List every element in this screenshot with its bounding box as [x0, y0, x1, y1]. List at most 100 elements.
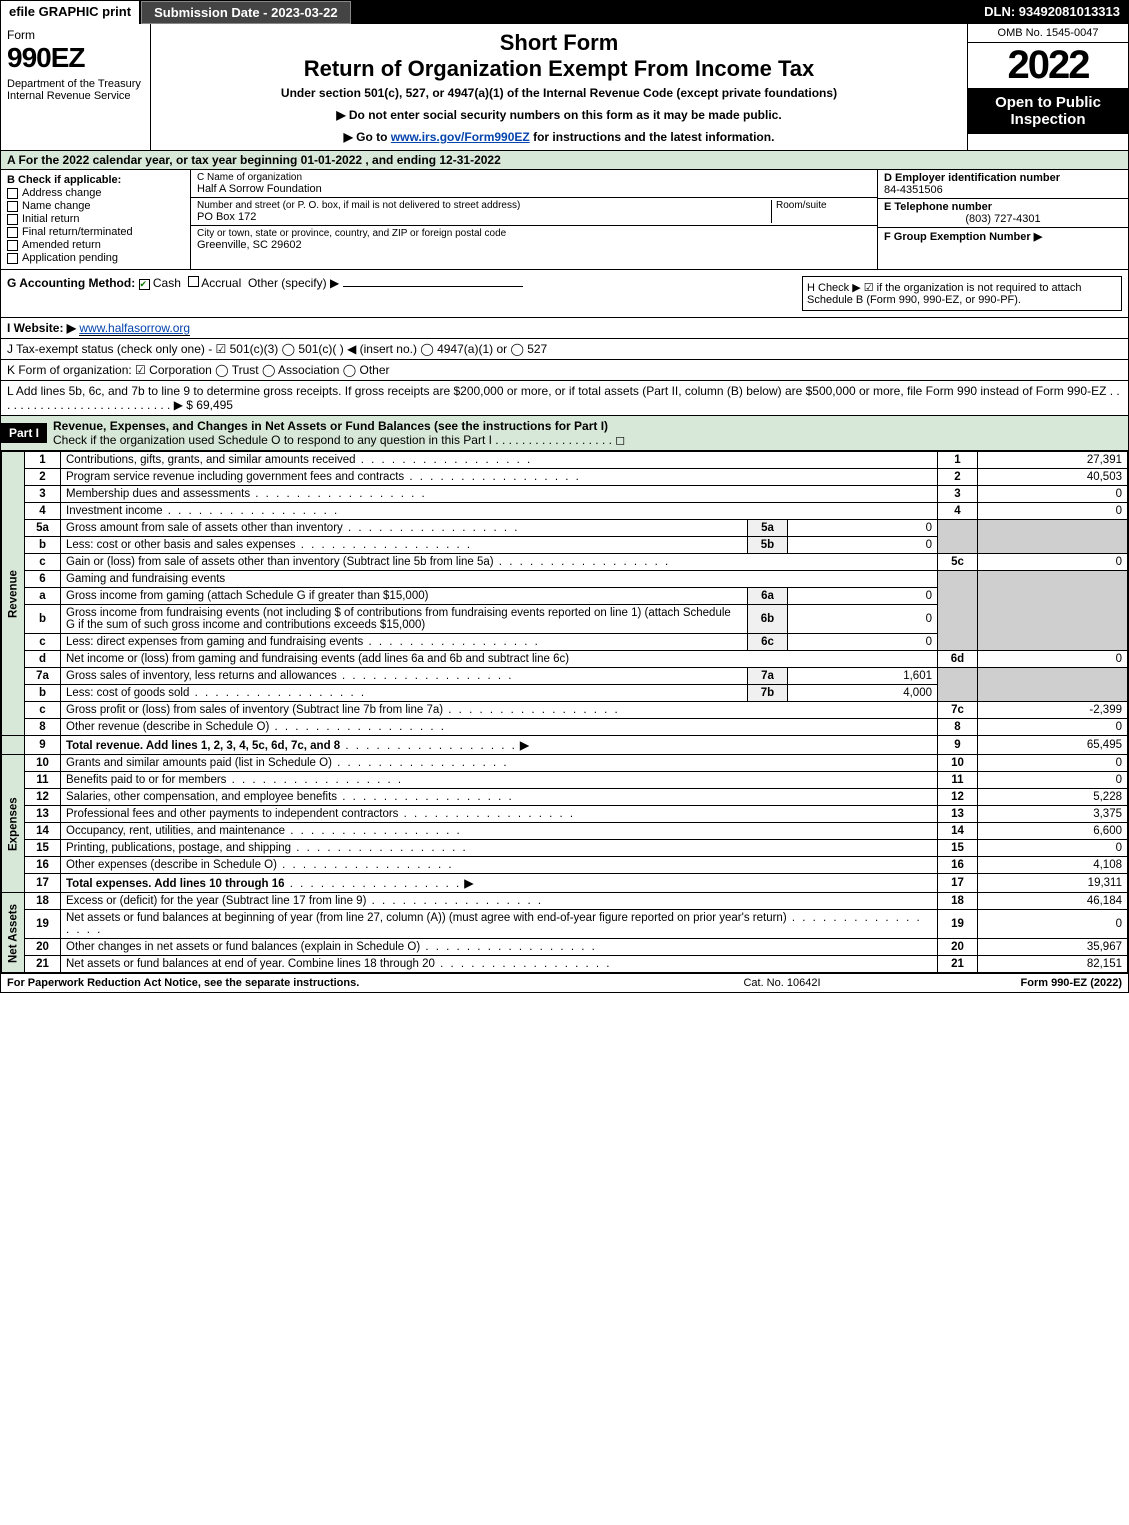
l9-num: 9 — [25, 736, 61, 755]
l7ab-shade — [938, 668, 978, 702]
l21-desc: Net assets or fund balances at end of ye… — [66, 958, 435, 970]
subtitle: Under section 501(c), 527, or 4947(a)(1)… — [159, 86, 959, 100]
l7c-val: -2,399 — [978, 702, 1128, 719]
tax-year: 2022 — [968, 43, 1128, 88]
l1-val: 27,391 — [978, 452, 1128, 469]
l6-desc: Gaming and fundraising events — [61, 571, 938, 588]
l2-ln: 2 — [938, 469, 978, 486]
l2-val: 40,503 — [978, 469, 1128, 486]
org-name: Half A Sorrow Foundation — [197, 183, 871, 195]
l17-ln: 17 — [938, 874, 978, 893]
l10-desc: Grants and similar amounts paid (list in… — [66, 757, 332, 769]
submission-date: Submission Date - 2023-03-22 — [141, 1, 351, 24]
d-ein-block: D Employer identification number 84-4351… — [878, 170, 1128, 199]
l14-desc: Occupancy, rent, utilities, and maintena… — [66, 825, 285, 837]
l7a-sv: 1,601 — [788, 668, 938, 685]
l14-val: 6,600 — [978, 823, 1128, 840]
chk-application-pending[interactable] — [7, 253, 18, 264]
l20-val: 35,967 — [978, 939, 1128, 956]
l5c-ln: 5c — [938, 554, 978, 571]
h-schedule-b: H Check ▶ ☑ if the organization is not r… — [802, 276, 1122, 311]
l15-ln: 15 — [938, 840, 978, 857]
form-number: 990EZ — [7, 42, 144, 74]
website-link[interactable]: www.halfasorrow.org — [79, 321, 190, 336]
phone-val: (803) 727-4301 — [884, 213, 1122, 225]
l6d-num: d — [25, 651, 61, 668]
part1-title-text: Revenue, Expenses, and Changes in Net As… — [53, 419, 608, 433]
l21-val: 82,151 — [978, 956, 1128, 973]
row-a-taxyear: A For the 2022 calendar year, or tax yea… — [1, 151, 1128, 170]
c-name-block: C Name of organization Half A Sorrow Fou… — [191, 170, 877, 198]
chk-cash[interactable] — [139, 279, 150, 290]
col-c: C Name of organization Half A Sorrow Fou… — [191, 170, 878, 269]
chk-name-change[interactable] — [7, 201, 18, 212]
chk-initial-return[interactable] — [7, 214, 18, 225]
l20-ln: 20 — [938, 939, 978, 956]
l6c-sv: 0 — [788, 634, 938, 651]
room-label: Room/suite — [776, 200, 871, 211]
chk-final-return[interactable] — [7, 227, 18, 238]
g-label: G Accounting Method: — [7, 276, 135, 290]
l5a-num: 5a — [25, 520, 61, 537]
l10-ln: 10 — [938, 755, 978, 772]
l8-desc: Other revenue (describe in Schedule O) — [66, 721, 269, 733]
omb-number: OMB No. 1545-0047 — [968, 24, 1128, 43]
part1-check: Check if the organization used Schedule … — [53, 433, 625, 447]
l6-num: 6 — [25, 571, 61, 588]
l6c-sl: 6c — [748, 634, 788, 651]
l6a-num: a — [25, 588, 61, 605]
l13-desc: Professional fees and other payments to … — [66, 808, 398, 820]
l11-ln: 11 — [938, 772, 978, 789]
l5c-num: c — [25, 554, 61, 571]
l6a-sl: 6a — [748, 588, 788, 605]
header-left: Form 990EZ Department of the Treasury In… — [1, 24, 151, 150]
chk-amended-return[interactable] — [7, 240, 18, 251]
street-val: PO Box 172 — [197, 211, 771, 223]
header-right: OMB No. 1545-0047 2022 Open to Public In… — [968, 24, 1128, 150]
l12-ln: 12 — [938, 789, 978, 806]
l7a-sl: 7a — [748, 668, 788, 685]
dln: DLN: 93492081013313 — [976, 1, 1128, 24]
l5a-sl: 5a — [748, 520, 788, 537]
title-return: Return of Organization Exempt From Incom… — [159, 56, 959, 82]
b-item-0: Address change — [22, 187, 102, 199]
l2-num: 2 — [25, 469, 61, 486]
i-label: I Website: ▶ — [7, 321, 76, 335]
l15-desc: Printing, publications, postage, and shi… — [66, 842, 291, 854]
l1-ln: 1 — [938, 452, 978, 469]
l12-val: 5,228 — [978, 789, 1128, 806]
l7b-num: b — [25, 685, 61, 702]
line-j: J Tax-exempt status (check only one) - ☑… — [1, 339, 1128, 360]
f-group-block: F Group Exemption Number ▶ — [878, 228, 1128, 245]
l7b-desc: Less: cost of goods sold — [66, 687, 189, 699]
note-goto: ▶ Go to www.irs.gov/Form990EZ for instru… — [159, 130, 959, 144]
l10-num: 10 — [25, 755, 61, 772]
page-footer: For Paperwork Reduction Act Notice, see … — [1, 973, 1128, 992]
l20-num: 20 — [25, 939, 61, 956]
l21-num: 21 — [25, 956, 61, 973]
city-val: Greenville, SC 29602 — [197, 239, 871, 251]
b-item-3: Final return/terminated — [22, 226, 133, 238]
irs-link[interactable]: www.irs.gov/Form990EZ — [391, 130, 530, 144]
info-grid: B Check if applicable: Address change Na… — [1, 170, 1128, 270]
chk-accrual[interactable] — [188, 276, 199, 287]
l6b-sl: 6b — [748, 605, 788, 634]
section-gh: G Accounting Method: Cash Accrual Other … — [1, 270, 1128, 318]
l17-val: 19,311 — [978, 874, 1128, 893]
b-item-2: Initial return — [22, 213, 79, 225]
l5a-sv: 0 — [788, 520, 938, 537]
l16-val: 4,108 — [978, 857, 1128, 874]
l6b-desc: Gross income from fundraising events (no… — [61, 605, 748, 634]
part1-label: Part I — [1, 423, 47, 443]
l12-num: 12 — [25, 789, 61, 806]
l7c-desc: Gross profit or (loss) from sales of inv… — [66, 704, 443, 716]
l4-ln: 4 — [938, 503, 978, 520]
l17-desc: Total expenses. Add lines 10 through 16 — [66, 878, 285, 890]
l2-desc: Program service revenue including govern… — [66, 471, 404, 483]
part1-table: Revenue 1 Contributions, gifts, grants, … — [1, 451, 1128, 973]
l5b-sl: 5b — [748, 537, 788, 554]
l18-val: 46,184 — [978, 893, 1128, 910]
line-k: K Form of organization: ☑ Corporation ◯ … — [1, 360, 1128, 381]
chk-address-change[interactable] — [7, 188, 18, 199]
l5c-desc: Gain or (loss) from sale of assets other… — [66, 556, 494, 568]
